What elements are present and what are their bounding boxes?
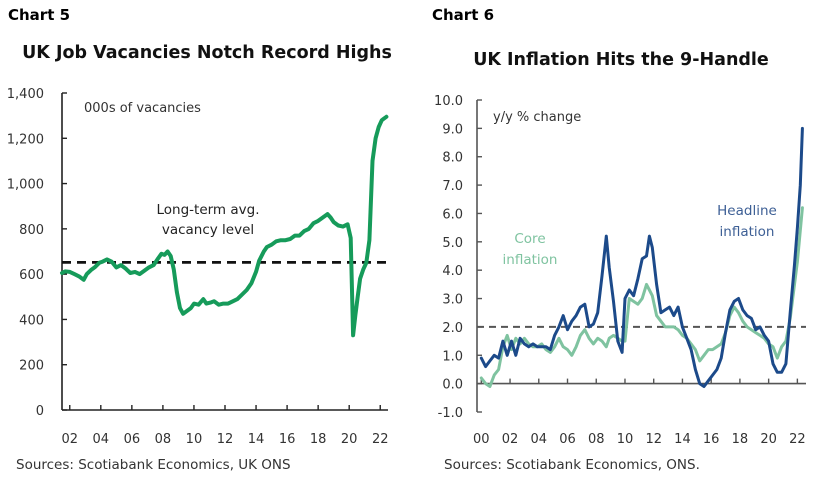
chart5-x-tick-label: 08: [155, 432, 172, 447]
chart5-x-tick-label: 10: [186, 432, 203, 447]
chart6-x-tick-label: 00: [473, 432, 490, 447]
chart5-title: UK Job Vacancies Notch Record Highs: [22, 43, 392, 63]
chart6-x-tick-label: 08: [588, 432, 605, 447]
chart5-y-tick-label: 1,200: [7, 132, 44, 147]
chart6-x-tick-label: 10: [617, 432, 634, 447]
chart6-core-label-line2: inflation: [503, 252, 558, 268]
chart5-reference-label-line1: Long-term avg.: [156, 202, 259, 218]
chart5-y-tick-label: 1,400: [7, 87, 44, 102]
chart6-y-tick-label: 7.0: [442, 179, 463, 194]
chart6-y-tick-label: 6.0: [442, 207, 463, 222]
chart5-x-tick-label: 02: [61, 432, 78, 447]
chart5-x-tick-label: 06: [124, 432, 141, 447]
chart5-x-tick-label: 18: [310, 432, 327, 447]
chart5-y-tick-label: 400: [19, 313, 44, 328]
chart6-x-tick-label: 18: [732, 432, 749, 447]
chart5-x-tick-label: 22: [372, 432, 389, 447]
chart6-y-tick-label: 8.0: [442, 151, 463, 166]
chart6-y-tick-label: 1.0: [442, 349, 463, 364]
chart5-y-tick-label: 800: [19, 223, 44, 238]
chart5-y-tick-label: 600: [19, 268, 44, 283]
chart6-title: UK Inflation Hits the 9-Handle: [473, 50, 769, 70]
chart5-series-uk-job-vacancies: [60, 114, 389, 338]
chart6-x-tick-label: 02: [502, 432, 519, 447]
chart6-x-tick-label: 20: [760, 432, 777, 447]
chart6-x-tick-label: 14: [674, 432, 691, 447]
chart6-y-tick-label: -1.0: [438, 406, 463, 421]
chart6-x-tick-label: 12: [645, 432, 662, 447]
chart5-source: Sources: Scotiabank Economics, UK ONS: [16, 457, 291, 473]
chart6-x-tick-label: 06: [559, 432, 576, 447]
chart5-x-tick-label: 16: [279, 432, 296, 447]
chart6-y-tick-label: 9.0: [442, 122, 463, 137]
chart6-ylabel: y/y % change: [493, 110, 581, 125]
chart6-x-tick-label: 22: [789, 432, 806, 447]
chart6-source: Sources: Scotiabank Economics, ONS.: [444, 457, 700, 473]
chart6-y-tick-label: 5.0: [442, 236, 463, 251]
chart6-x-tick-label: 04: [531, 432, 548, 447]
chart6-y-tick-label: 3.0: [442, 293, 463, 308]
chart6-y-tick-label: 0.0: [442, 378, 463, 393]
chart5-x-tick-label: 12: [217, 432, 234, 447]
chart5-reference-label-line2: vacancy level: [162, 222, 254, 238]
chart5-y-tick-label: 1,000: [7, 178, 44, 193]
chart6-headline-label-line2: inflation: [720, 224, 775, 240]
chart6-x-tick-label: 16: [703, 432, 720, 447]
chart5-x-tick-label: 20: [341, 432, 358, 447]
chart6-y-tick-label: 4.0: [442, 264, 463, 279]
chart6-y-tick-label: 2.0: [442, 321, 463, 336]
chart6-core-label-line1: Core: [514, 231, 545, 247]
chart5-y-tick-label: 200: [19, 359, 44, 374]
chart5-x-tick-label: 04: [93, 432, 110, 447]
chart6-series-headline-inflation: [479, 126, 804, 388]
chart5-y-tick-label: 0: [36, 404, 44, 419]
chart6-label: Chart 6: [432, 6, 495, 24]
chart5-ylabel: 000s of vacancies: [84, 101, 201, 116]
chart6-y-tick-label: 10.0: [434, 94, 463, 109]
chart5-label: Chart 5: [8, 6, 71, 24]
chart5-x-tick-label: 14: [248, 432, 265, 447]
chart6-headline-label-line1: Headline: [717, 203, 777, 219]
